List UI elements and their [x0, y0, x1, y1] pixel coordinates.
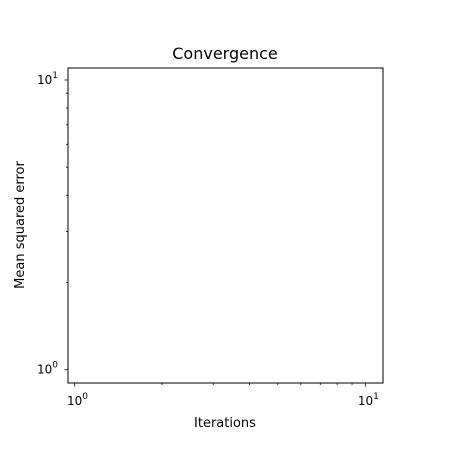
- plot-area: [68, 68, 383, 383]
- x-axis-label: Iterations: [194, 416, 256, 431]
- x-tick-label: 101: [358, 392, 379, 408]
- y-tick-label: 101: [37, 71, 58, 87]
- x-tick-label: 100: [67, 392, 88, 408]
- tick-labels: 100 101 100 101: [37, 71, 379, 408]
- y-tick-label: 100: [37, 361, 58, 377]
- chart-title: Convergence: [172, 44, 278, 63]
- plot-frame: [67, 67, 384, 384]
- y-axis-label: Mean squared error: [13, 161, 28, 289]
- major-ticks: [64, 79, 366, 387]
